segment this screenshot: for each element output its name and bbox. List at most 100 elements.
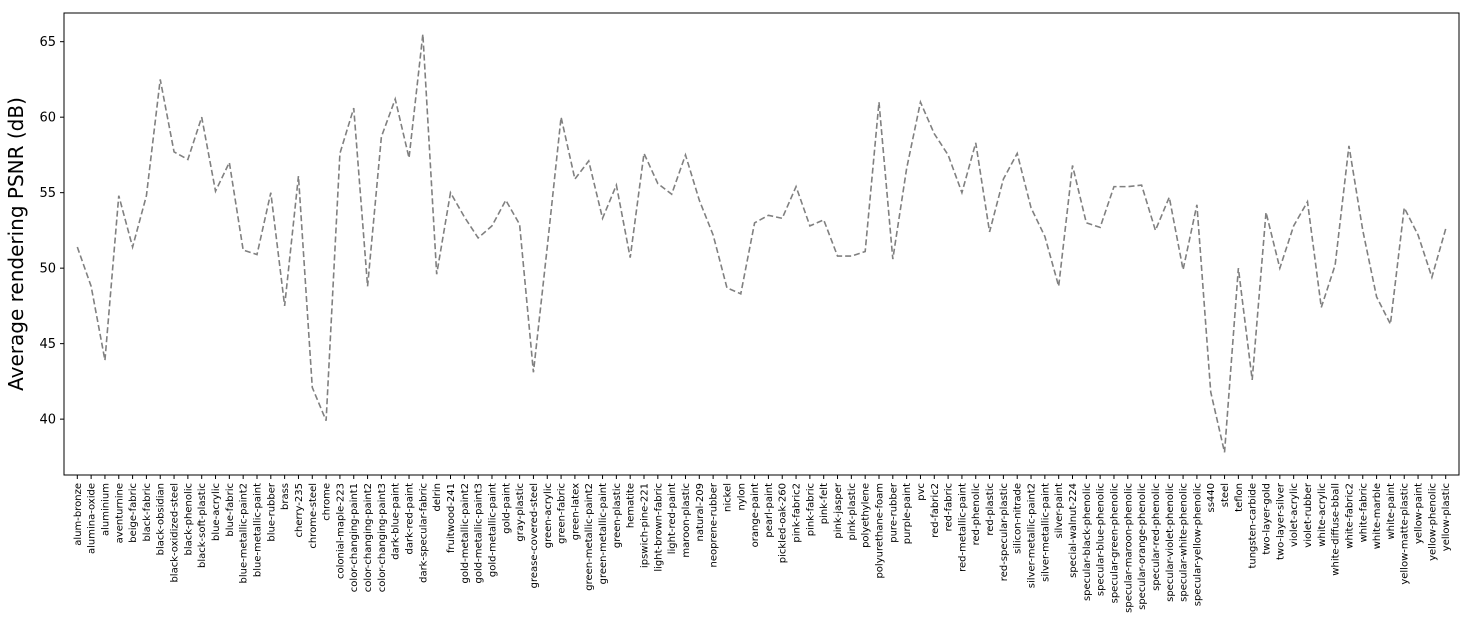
- x-tick-label: silver-metallic-paint: [1040, 483, 1051, 582]
- data-point: [325, 419, 328, 422]
- x-tick-label: two-layer-silver: [1275, 482, 1286, 560]
- x-tick-label: aventurnine: [114, 483, 125, 543]
- x-tick-label: teflon: [1234, 483, 1245, 512]
- x-tick-label: blue-metallic-paint: [252, 483, 263, 577]
- x-tick-label: pink-fabric2: [792, 483, 803, 543]
- x-tick-label: green-fabric: [557, 483, 568, 544]
- data-point: [1002, 178, 1005, 181]
- data-point: [1430, 276, 1433, 279]
- data-point: [1154, 229, 1157, 232]
- x-tick-label: pure-rubber: [888, 482, 899, 543]
- x-tick-label: brass: [280, 483, 291, 510]
- x-tick-label: white-acrylic: [1317, 483, 1328, 547]
- data-point: [532, 371, 535, 374]
- x-tick-label: specular-green-phenolic: [1109, 483, 1120, 603]
- x-tick-label: alum-bronze: [73, 483, 84, 546]
- data-point: [698, 199, 701, 202]
- data-point: [1306, 200, 1309, 203]
- data-point: [1444, 227, 1447, 230]
- x-tick-label: specular-maroon-phenolic: [1123, 483, 1134, 613]
- x-tick-label: blue-fabric: [225, 483, 236, 537]
- x-tick-label: black-oxidized-steel: [170, 483, 181, 583]
- y-tick-label: 45: [39, 337, 56, 352]
- x-tick-label: white-diffuse-bball: [1331, 483, 1342, 576]
- data-point: [1195, 203, 1198, 206]
- data-point: [1043, 235, 1046, 238]
- data-point: [103, 359, 106, 362]
- data-point: [615, 184, 618, 187]
- data-point: [311, 386, 314, 389]
- x-tick-label: pearl-paint: [764, 483, 775, 538]
- x-tick-label: natural-209: [695, 483, 706, 541]
- x-tick-label: maroon-plastic: [681, 483, 692, 558]
- data-point: [477, 236, 480, 239]
- data-point: [988, 230, 991, 233]
- x-tick-label: cherry-235: [294, 483, 305, 537]
- x-tick-label: white-fabric2: [1344, 483, 1355, 549]
- data-point: [919, 101, 922, 104]
- data-point: [725, 286, 728, 289]
- data-point: [877, 101, 880, 104]
- data-point: [546, 246, 549, 249]
- data-point: [1237, 267, 1240, 270]
- data-point: [1030, 206, 1033, 209]
- data-point: [186, 158, 189, 161]
- data-point: [1016, 152, 1019, 155]
- x-tick-label: pink-jasper: [833, 482, 844, 538]
- plot-frame: [63, 12, 1460, 476]
- data-point: [1375, 295, 1378, 298]
- data-point: [1112, 185, 1115, 188]
- x-tick-label: ss440: [1206, 483, 1217, 513]
- x-tick-label: red-phenolic: [971, 483, 982, 545]
- data-point: [670, 193, 673, 196]
- data-point: [1057, 285, 1060, 288]
- data-point: [131, 246, 134, 249]
- x-tick-label: alumina-oxide: [87, 483, 98, 554]
- x-tick-label: violet-acrylic: [1289, 483, 1300, 547]
- x-tick-label: pickled-oak-260: [778, 483, 789, 563]
- data-point: [1403, 206, 1406, 209]
- x-tick-label: white-fabric: [1358, 483, 1369, 542]
- data-point: [90, 285, 93, 288]
- x-tick-label: specular-orange-phenolic: [1137, 483, 1148, 610]
- x-tick-label: green-acrylic: [543, 483, 554, 548]
- x-tick-label: light-red-paint: [667, 483, 678, 554]
- x-tick-label: silver-paint: [1054, 483, 1065, 539]
- data-point: [490, 224, 493, 227]
- x-tick-label: nylon: [736, 483, 747, 511]
- data-point: [1334, 264, 1337, 267]
- data-point: [1223, 451, 1226, 454]
- y-tick-label: 65: [39, 35, 56, 50]
- x-tick-label: yellow-phenolic: [1427, 483, 1438, 561]
- data-point: [518, 223, 521, 226]
- data-point: [808, 224, 811, 227]
- x-tick-label: ipswich-pine-221: [640, 483, 651, 568]
- x-tick-label: pink-fabric: [805, 483, 816, 536]
- data-point: [449, 191, 452, 194]
- data-point: [1361, 229, 1364, 232]
- data-point: [781, 217, 784, 220]
- data-point: [974, 141, 977, 144]
- y-axis: 40 45 50 55 60 65: [39, 35, 64, 428]
- x-tick-label: red-fabric: [944, 483, 955, 531]
- x-tick-label: red-fabric2: [930, 483, 941, 538]
- data-point: [795, 185, 798, 188]
- x-tick-label: black-obsidian: [156, 483, 167, 555]
- data-point: [960, 191, 963, 194]
- data-point: [629, 256, 632, 259]
- x-tick-label: chrome-steel: [308, 483, 319, 549]
- data-point: [601, 217, 604, 220]
- x-tick-label: color-changing-paint3: [377, 483, 388, 592]
- x-tick-label: chrome: [322, 483, 333, 521]
- data-point: [504, 199, 507, 202]
- data-point: [643, 152, 646, 155]
- data-point: [1126, 185, 1129, 188]
- y-tick-label: 55: [39, 186, 56, 201]
- data-point: [1099, 226, 1102, 229]
- x-tick-label: red-metallic-paint: [957, 483, 968, 572]
- x-tick-label: dark-blue-paint: [391, 483, 402, 560]
- data-point: [891, 258, 894, 261]
- x-tick-label: special-walnut-224: [1068, 483, 1079, 578]
- x-tick-label: pink-plastic: [847, 483, 858, 541]
- x-tick-label: pvc: [916, 483, 927, 501]
